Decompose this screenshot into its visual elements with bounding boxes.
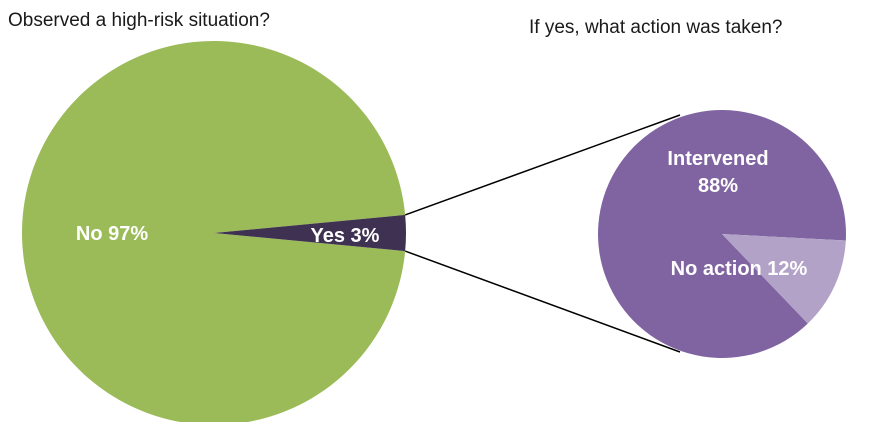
chart-title-high-risk: Observed a high-risk situation? [8, 10, 270, 31]
label-intervened: Intervened [667, 148, 768, 170]
chart-title-action-taken: If yes, what action was taken? [529, 17, 783, 38]
label-no: No 97% [76, 223, 148, 245]
slice-no-action [722, 234, 846, 324]
sub-pie [597, 109, 847, 359]
connector-line-top [404, 114, 681, 216]
slice-no [22, 41, 406, 422]
slice-labels: No 97% Yes 3% Intervened 88% No action 12% [76, 148, 808, 280]
label-yes: Yes 3% [311, 225, 380, 247]
slice-yes [214, 214, 406, 252]
connector-lines [404, 114, 681, 353]
label-intervened-percent: 88% [698, 175, 738, 197]
main-pie [22, 41, 406, 422]
connector-line-bottom [404, 250, 681, 353]
label-no-action: No action 12% [671, 258, 808, 280]
